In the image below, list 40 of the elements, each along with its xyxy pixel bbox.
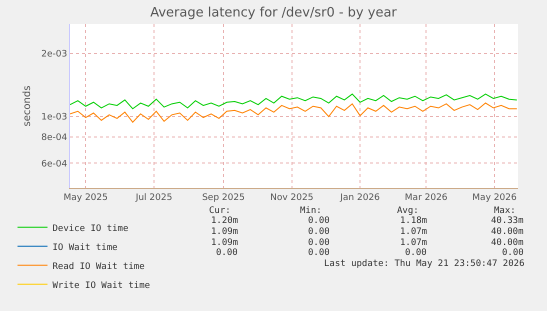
legend-label: IO Wait time <box>52 242 118 253</box>
y-tick-label: 6e-04 <box>41 159 68 170</box>
x-tick-label: Jul 2025 <box>134 192 172 203</box>
legend-label: Device IO time <box>52 224 128 234</box>
line-series <box>70 94 518 110</box>
text: 1.07m <box>400 227 428 237</box>
y-tick-label: 1e-03 <box>41 112 68 123</box>
text: 0.00 <box>308 248 330 258</box>
text: 1.20m <box>211 216 238 226</box>
x-tick-label: Jan 2026 <box>339 192 380 203</box>
text: 0.00 <box>308 227 330 237</box>
chart-title: Average latency for /dev/sr0 - by year <box>150 6 398 21</box>
text: 1.07m <box>400 238 428 248</box>
x-tick-label: Sep 2025 <box>202 192 245 203</box>
text: Last update: Thu May 21 23:50:47 2026 <box>324 259 524 269</box>
text: 40.00m <box>491 238 524 248</box>
text: 40.00m <box>491 227 524 237</box>
text: Avg: <box>397 206 419 216</box>
line-series <box>70 102 518 123</box>
y-axis-title: seconds <box>22 86 34 126</box>
text: 0.00 <box>216 248 238 258</box>
text: 0.00 <box>308 238 330 248</box>
x-tick-label: May 2026 <box>472 192 517 203</box>
y-tick-label: 2e-03 <box>41 50 68 60</box>
legend-label: Write IO Wait time <box>52 280 150 291</box>
text: 1.09m <box>211 238 238 248</box>
text: Max: <box>494 206 516 216</box>
text: 0.00 <box>405 248 427 258</box>
x-tick-label: Mar 2026 <box>404 192 448 203</box>
text: 1.18m <box>400 216 428 226</box>
legend-label: Read IO Wait time <box>52 262 145 272</box>
text: 40.33m <box>491 216 524 226</box>
text: 1.09m <box>211 227 238 237</box>
text: Cur: <box>209 206 231 216</box>
text: 0.00 <box>502 248 524 258</box>
y-tick-label: 8e-04 <box>41 133 68 144</box>
x-tick-label: May 2025 <box>63 192 108 203</box>
text: Min: <box>300 206 322 216</box>
text: 0.00 <box>308 216 330 226</box>
x-tick-label: Nov 2025 <box>270 192 314 203</box>
